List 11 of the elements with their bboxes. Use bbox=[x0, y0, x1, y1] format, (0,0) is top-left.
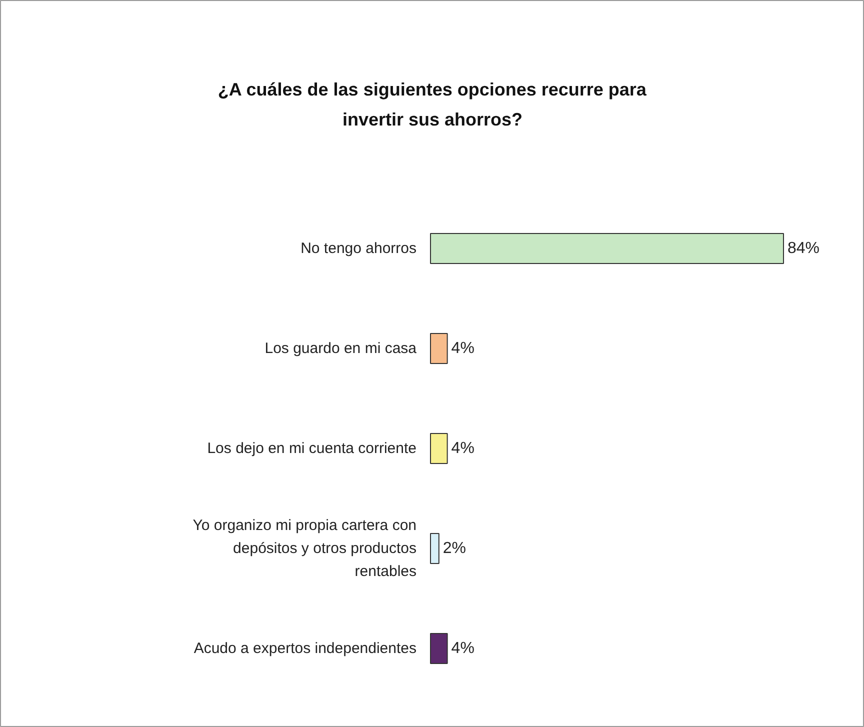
data-label: 2% bbox=[442, 540, 466, 557]
data-label: 4% bbox=[451, 640, 474, 657]
data-label: 4% bbox=[451, 340, 474, 357]
data-label: 84% bbox=[788, 240, 820, 257]
y-tick-label: No tengo ahorros bbox=[300, 240, 416, 257]
y-tick-label: Los guardo en mi casa bbox=[264, 340, 418, 357]
data-label: 4% bbox=[451, 440, 474, 457]
y-tick-label: Yo organizo mi propia cartera con depósitos y otros productos rentables bbox=[192, 517, 417, 580]
chart-title: ¿A cuáles de las siguientes opciones recurre para invertir sus ahorros? bbox=[218, 80, 648, 130]
y-tick-label: Los dejo en mi cuenta corriente bbox=[207, 440, 417, 457]
y-tick-label: Acudo a expertos independientes bbox=[194, 640, 417, 657]
